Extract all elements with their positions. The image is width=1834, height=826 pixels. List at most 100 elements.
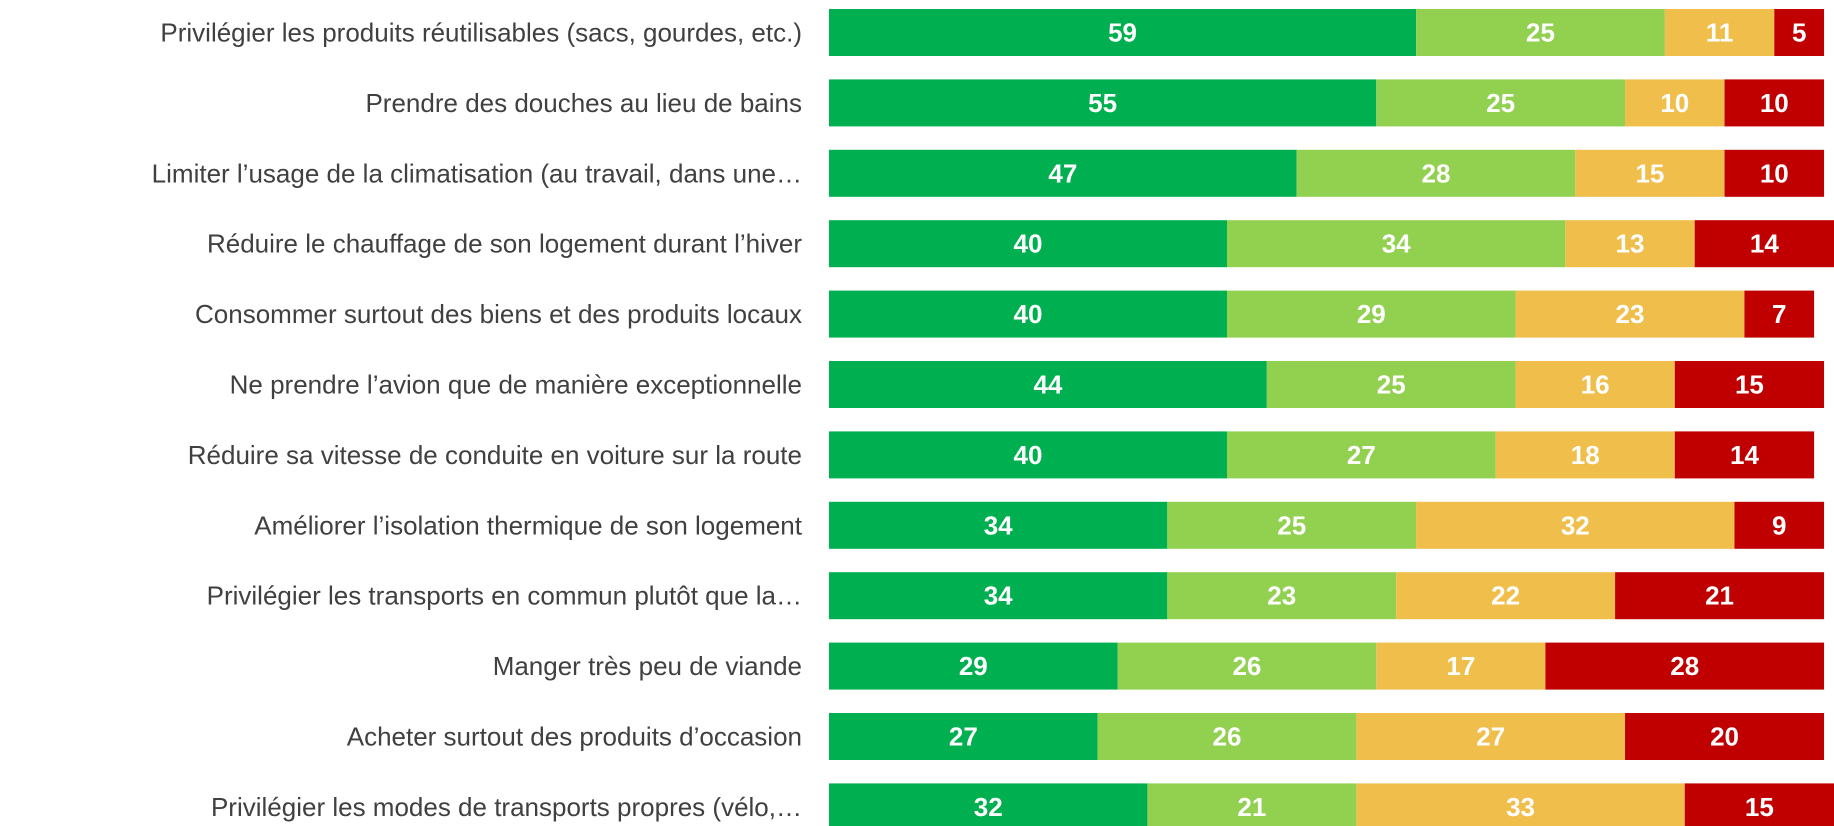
bar-segment <box>1615 572 1825 620</box>
value-label: 10 <box>1660 88 1689 118</box>
value-label: 26 <box>1232 651 1261 681</box>
value-label: 29 <box>1357 299 1386 329</box>
bar-segment <box>829 79 1377 127</box>
category-label: Ne prendre l’avion que de manière except… <box>230 370 802 400</box>
value-label: 28 <box>1670 651 1699 681</box>
bar-segment <box>1674 431 1815 479</box>
value-label: 25 <box>1486 88 1515 118</box>
bar-segment <box>1734 501 1825 549</box>
bar-segment <box>1724 79 1825 127</box>
value-label: 23 <box>1616 299 1645 329</box>
bar-segment <box>1356 783 1685 826</box>
bar-segment <box>829 642 1118 690</box>
value-label: 14 <box>1750 229 1779 259</box>
category-label: Prendre des douches au lieu de bains <box>365 88 802 118</box>
value-label: 59 <box>1108 18 1137 48</box>
category-label: Privilégier les produits réutilisables (… <box>160 18 802 48</box>
value-label: 21 <box>1237 792 1266 822</box>
bar-segment <box>1774 9 1825 56</box>
bar-segment <box>1117 642 1377 690</box>
bar-segment <box>1565 220 1695 268</box>
bar-segment <box>1167 572 1397 620</box>
value-label: 34 <box>1382 229 1411 259</box>
bar-segment <box>1376 79 1626 127</box>
bar-segment <box>1664 9 1775 56</box>
bar-segment <box>1724 149 1825 197</box>
bar-segment <box>1495 431 1675 479</box>
value-label: 23 <box>1267 581 1296 611</box>
value-label: 33 <box>1506 792 1535 822</box>
value-label: 13 <box>1616 229 1645 259</box>
category-label: Manger très peu de viande <box>493 651 802 681</box>
bar-segment <box>1416 501 1735 549</box>
value-label: 34 <box>984 510 1013 540</box>
value-label: 25 <box>1277 510 1306 540</box>
bar-segment <box>1227 290 1516 338</box>
value-label: 40 <box>1014 229 1043 259</box>
value-label: 29 <box>959 651 988 681</box>
value-label: 28 <box>1422 158 1451 188</box>
bar-segment <box>1416 9 1665 56</box>
value-label: 17 <box>1446 651 1475 681</box>
bar-segment <box>829 220 1228 268</box>
bar-segment <box>1296 149 1576 197</box>
value-label: 27 <box>1476 722 1505 752</box>
bar-segment <box>1356 713 1626 760</box>
value-label: 40 <box>1014 299 1043 329</box>
bar-segment <box>1097 713 1357 760</box>
category-label: Consommer surtout des biens et des produ… <box>195 299 802 329</box>
value-label: 44 <box>1033 370 1062 400</box>
value-label: 9 <box>1772 510 1786 540</box>
bar-segment <box>1227 220 1566 268</box>
bar-segment <box>1625 79 1725 127</box>
category-label: Acheter surtout des produits d’occasion <box>347 722 802 752</box>
value-label: 32 <box>974 792 1003 822</box>
bar-segment <box>829 572 1168 620</box>
value-label: 15 <box>1735 370 1764 400</box>
value-label: 10 <box>1760 158 1789 188</box>
bar-segment <box>1147 783 1357 826</box>
bar-segment <box>829 9 1417 56</box>
value-label: 25 <box>1526 18 1555 48</box>
category-label: Réduire le chauffage de son logement dur… <box>207 229 802 259</box>
category-label: Améliorer l’isolation thermique de son l… <box>254 510 803 540</box>
bar-segment <box>829 783 1148 826</box>
bar-segment <box>1694 220 1834 268</box>
value-label: 25 <box>1377 370 1406 400</box>
bar-segment <box>1396 572 1616 620</box>
value-label: 10 <box>1760 88 1789 118</box>
bar-segment <box>829 361 1267 408</box>
value-label: 55 <box>1088 88 1117 118</box>
bar-segment <box>1744 290 1815 338</box>
bar-segment <box>829 431 1228 479</box>
bar-segment <box>1376 642 1546 690</box>
category-label: Privilégier les transports en commun plu… <box>207 581 802 611</box>
bar-segment <box>1515 361 1675 408</box>
value-label: 40 <box>1014 440 1043 470</box>
value-label: 20 <box>1710 722 1739 752</box>
value-label: 22 <box>1491 581 1520 611</box>
value-label: 18 <box>1571 440 1600 470</box>
bar-segment <box>1575 149 1725 197</box>
bar-segment <box>829 290 1228 338</box>
bar-segment <box>829 149 1297 197</box>
bar-segment <box>829 713 1098 760</box>
value-label: 32 <box>1561 510 1590 540</box>
category-label: Privilégier les modes de transports prop… <box>211 792 802 822</box>
category-label: Réduire sa vitesse de conduite en voitur… <box>188 440 802 470</box>
bar-segment <box>1625 713 1825 760</box>
bar-segment <box>1266 361 1516 408</box>
value-label: 27 <box>949 722 978 752</box>
value-label: 21 <box>1705 581 1734 611</box>
value-label: 15 <box>1635 158 1664 188</box>
value-label: 27 <box>1347 440 1376 470</box>
value-label: 34 <box>984 581 1013 611</box>
bar-segment <box>1227 431 1496 479</box>
value-label: 14 <box>1730 440 1759 470</box>
bar-segment <box>1515 290 1745 338</box>
bar-segment <box>1545 642 1825 690</box>
value-label: 5 <box>1792 18 1806 48</box>
value-label: 15 <box>1745 792 1774 822</box>
